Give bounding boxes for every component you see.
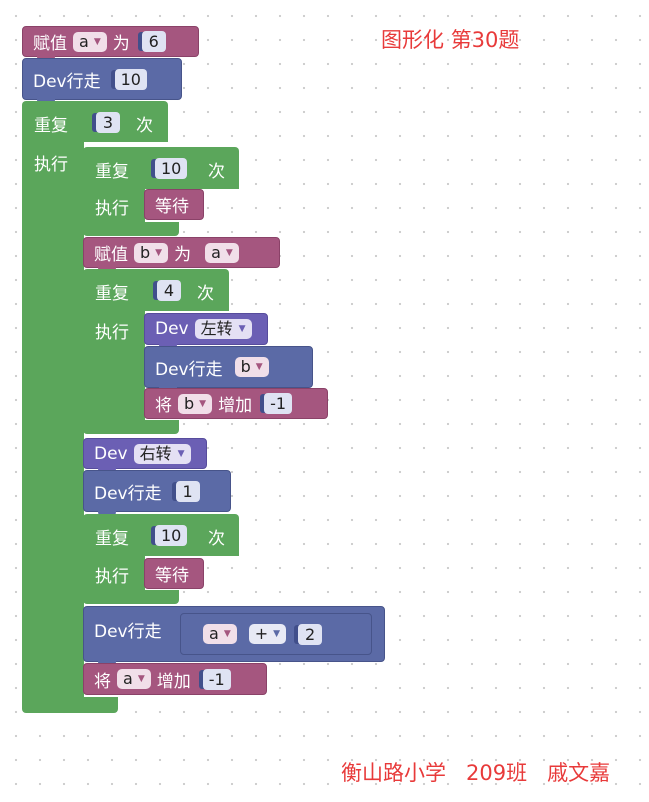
dev-walk-var-block[interactable]: Dev行走 b ▼: [144, 346, 313, 393]
var-a-dropdown[interactable]: a ▼: [117, 669, 151, 689]
do-label: 执行: [95, 567, 129, 587]
dev-label: Dev: [155, 319, 189, 339]
to-label: 为: [112, 34, 130, 54]
do-label: 执行: [34, 155, 68, 175]
dev-label: Dev: [94, 443, 128, 464]
chevron-down-icon: ▼: [93, 36, 101, 47]
add-label: 增加: [218, 396, 253, 416]
repeat-block-inner-2[interactable]: [83, 269, 229, 311]
chevron-down-icon: ▼: [255, 362, 263, 372]
wait-label: 等待: [155, 566, 189, 586]
change-a-block[interactable]: 将 a ▼ 增加 -1: [83, 663, 267, 695]
assign-b-block[interactable]: 赋值 b ▼ 为 a ▼: [83, 237, 280, 273]
repeat-count-input[interactable]: 10: [155, 525, 188, 546]
repeat-label: 重复: [95, 529, 129, 549]
chevron-down-icon: ▼: [137, 674, 145, 684]
var-b-dropdown[interactable]: b ▼: [178, 393, 213, 414]
var-b-dropdown[interactable]: b ▼: [234, 357, 269, 377]
direction-dropdown[interactable]: 右转 ▼: [133, 443, 191, 464]
chevron-down-icon: ▼: [238, 324, 246, 334]
to-label: 为: [174, 245, 192, 265]
repeat-block-inner-2-arm: [83, 310, 145, 428]
op-label: 将: [155, 396, 172, 416]
times-label: 次: [136, 116, 153, 136]
repeat-block-outer[interactable]: [22, 101, 168, 142]
wait-label: 等待: [155, 197, 189, 217]
repeat-label: 重复: [95, 162, 129, 182]
var-a-dropdown[interactable]: a ▼: [203, 624, 237, 644]
assign-label: 赋值: [33, 34, 67, 54]
walk-label: Dev行走: [33, 71, 101, 92]
operator-dropdown[interactable]: + ▼: [248, 624, 287, 644]
walk-label: Dev行走: [94, 483, 162, 504]
wait-block[interactable]: 等待: [144, 558, 204, 589]
operand-input[interactable]: 2: [298, 623, 323, 645]
repeat-block-inner-2-foot: [83, 420, 179, 434]
change-value-input[interactable]: -1: [264, 393, 293, 414]
times-label: 次: [197, 284, 214, 304]
value-input[interactable]: 6: [141, 31, 166, 52]
var-a-dropdown[interactable]: a ▼: [205, 242, 239, 263]
direction-dropdown[interactable]: 左转 ▼: [194, 319, 252, 339]
repeat-label: 重复: [95, 284, 129, 304]
chevron-down-icon: ▼: [223, 629, 231, 639]
walk-value-input[interactable]: 1: [175, 480, 200, 502]
dev-turn-right-block[interactable]: Dev 右转 ▼: [83, 438, 207, 474]
walk-label: Dev行走: [155, 359, 223, 380]
repeat-count-input[interactable]: 3: [96, 112, 120, 133]
chevron-down-icon: ▼: [155, 247, 163, 258]
chevron-down-icon: ▼: [177, 448, 185, 459]
chevron-down-icon: ▼: [273, 629, 281, 639]
var-a-dropdown[interactable]: a ▼: [73, 31, 107, 52]
dev-turn-left-block[interactable]: Dev 左转 ▼: [144, 313, 268, 350]
dev-walk-block[interactable]: Dev行走 10: [22, 58, 182, 105]
assign-label: 赋值: [94, 245, 128, 265]
repeat-label: 重复: [34, 116, 68, 136]
times-label: 次: [208, 162, 225, 182]
add-label: 增加: [156, 671, 191, 692]
footer-credit: 衡山路小学 209班 戚文嘉: [341, 761, 611, 785]
page-title: 图形化 第30题: [381, 28, 520, 52]
do-label: 执行: [95, 323, 129, 343]
walk-value-input[interactable]: 10: [114, 68, 147, 90]
change-b-block[interactable]: 将 b ▼ 增加 -1: [144, 388, 328, 419]
math-expression-block[interactable]: a ▼ + ▼ 2: [180, 613, 372, 655]
repeat-block-inner-3-foot: [83, 590, 179, 604]
dev-walk-block[interactable]: Dev行走 1: [83, 470, 231, 517]
change-value-input[interactable]: -1: [202, 668, 231, 690]
op-label: 将: [94, 671, 111, 692]
do-label: 执行: [95, 199, 129, 219]
times-label: 次: [208, 529, 225, 549]
repeat-count-input[interactable]: 10: [155, 158, 188, 179]
repeat-block-inner-1-foot: [83, 222, 179, 236]
repeat-count-input[interactable]: 4: [157, 280, 181, 301]
var-b-dropdown[interactable]: b ▼: [134, 242, 169, 263]
wait-block[interactable]: 等待: [144, 189, 204, 220]
chevron-down-icon: ▼: [199, 398, 207, 409]
walk-label: Dev行走: [94, 622, 162, 642]
repeat-block-outer-foot: [22, 697, 118, 713]
chevron-down-icon: ▼: [225, 247, 233, 258]
repeat-block-outer-arm: [22, 141, 84, 709]
assign-a-block[interactable]: 赋值 a ▼ 为 6: [22, 26, 199, 62]
